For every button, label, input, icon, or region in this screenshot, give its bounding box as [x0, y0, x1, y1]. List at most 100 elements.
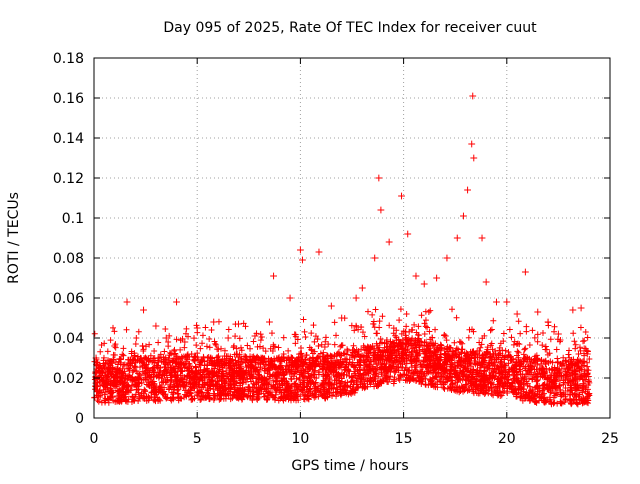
scatter-point: [293, 375, 300, 382]
scatter-point: [544, 375, 551, 382]
scatter-point: [332, 362, 339, 369]
scatter-point: [216, 392, 223, 399]
scatter-point: [218, 376, 225, 383]
scatter-point: [223, 355, 230, 362]
scatter-point: [434, 384, 441, 391]
scatter-point: [494, 363, 501, 370]
scatter-point: [294, 356, 301, 363]
scatter-point: [435, 365, 442, 372]
scatter-point: [337, 390, 344, 397]
scatter-point: [517, 363, 524, 370]
scatter-point: [236, 335, 243, 342]
scatter-point: [154, 365, 161, 372]
scatter-point: [582, 388, 589, 395]
scatter-point: [389, 344, 396, 351]
scatter-point: [215, 346, 222, 353]
scatter-point: [243, 367, 250, 374]
scatter-point: [561, 365, 568, 372]
scatter-point: [211, 390, 218, 397]
scatter-point: [266, 375, 273, 382]
scatter-point: [127, 357, 134, 364]
scatter-point: [529, 327, 536, 334]
scatter-point: [398, 355, 405, 362]
scatter-point: [390, 325, 397, 332]
scatter-point: [173, 298, 180, 306]
scatter-point: [257, 331, 264, 338]
scatter-point: [151, 348, 158, 355]
scatter-point: [366, 364, 373, 371]
scatter-point: [505, 360, 512, 367]
scatter-point: [570, 377, 577, 384]
scatter-point: [373, 330, 380, 337]
scatter-point: [399, 364, 406, 371]
scatter-point: [280, 372, 287, 379]
scatter-point: [522, 345, 529, 352]
scatter-point: [475, 385, 482, 392]
scatter-point: [443, 352, 450, 359]
scatter-point: [267, 371, 274, 378]
scatter-point: [390, 359, 397, 366]
scatter-point: [378, 380, 385, 387]
scatter-point: [110, 374, 117, 381]
scatter-point: [459, 384, 466, 391]
scatter-point: [93, 369, 100, 376]
scatter-point: [273, 364, 280, 371]
scatter-point: [132, 382, 139, 389]
scatter-point: [570, 371, 577, 378]
scatter-point: [421, 370, 428, 377]
scatter-point: [378, 371, 385, 378]
scatter-point: [510, 341, 517, 348]
scatter-point: [221, 380, 228, 387]
scatter-point: [162, 334, 170, 342]
scatter-point: [228, 365, 235, 372]
scatter-point: [195, 356, 202, 363]
scatter-point: [439, 360, 446, 367]
scatter-point: [385, 238, 393, 246]
scatter-point: [579, 384, 586, 391]
scatter-point: [376, 324, 383, 331]
scatter-point: [257, 337, 264, 344]
scatter-point: [324, 359, 331, 366]
scatter-point: [310, 322, 317, 329]
scatter-point: [415, 332, 422, 339]
scatter-point: [273, 387, 280, 394]
scatter-point: [437, 351, 444, 358]
scatter-point: [403, 323, 410, 330]
scatter-point: [270, 393, 277, 400]
scatter-point: [110, 382, 117, 389]
scatter-point: [300, 316, 307, 323]
scatter-point: [123, 298, 131, 306]
scatter-point: [566, 396, 573, 403]
scatter-point: [518, 379, 525, 386]
scatter-point: [299, 372, 306, 379]
scatter-point: [511, 371, 518, 378]
scatter-point: [238, 394, 245, 401]
scatter-point: [191, 353, 198, 360]
scatter-point: [104, 348, 111, 355]
x-tick-label: 25: [601, 431, 619, 447]
scatter-point: [202, 324, 209, 331]
scatter-point: [371, 365, 378, 372]
scatter-point: [505, 376, 512, 383]
scatter-point: [206, 344, 213, 351]
scatter-point: [402, 377, 409, 384]
scatter-point: [361, 333, 368, 340]
scatter-point: [571, 338, 578, 345]
scatter-point: [313, 375, 320, 382]
scatter-point: [434, 358, 441, 365]
scatter-point: [157, 351, 164, 358]
scatter-point: [328, 368, 335, 375]
scatter-point: [263, 376, 270, 383]
scatter-point: [501, 354, 508, 361]
y-tick-label: 0.14: [53, 131, 84, 147]
scatter-point: [199, 340, 206, 347]
scatter-point: [185, 333, 192, 340]
scatter-point: [229, 377, 236, 384]
scatter-point: [292, 380, 299, 387]
scatter-point: [508, 334, 515, 341]
scatter-point: [534, 377, 541, 384]
scatter-point: [248, 372, 255, 379]
scatter-point: [534, 338, 541, 345]
scatter-point: [572, 341, 579, 348]
scatter-point: [427, 361, 434, 368]
